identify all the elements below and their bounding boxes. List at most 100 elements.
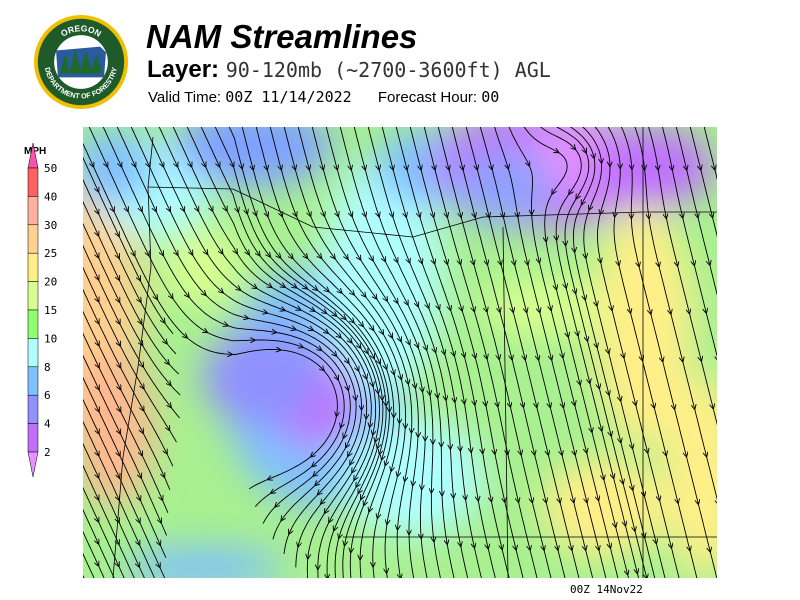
streamline [435,351,447,400]
streamline [83,244,99,280]
streamline [92,166,114,212]
streamline [139,279,165,322]
streamline [453,355,464,404]
streamline [328,291,363,326]
streamline [536,406,549,455]
streamline [325,127,337,169]
streamline [275,475,314,507]
streamline [598,500,611,548]
streamline [359,559,362,578]
streamline [517,216,528,265]
streamline [502,216,514,265]
streamline [597,213,601,262]
streamline [627,574,629,578]
streamline [373,358,386,405]
streamline [297,127,309,169]
streamline [119,477,140,523]
streamline [298,503,322,547]
streamline [317,568,319,578]
streamline [83,486,98,522]
streamline [337,215,360,260]
streamline [98,433,120,477]
streamline [582,127,602,163]
streamline [662,361,675,409]
streamline [600,166,611,214]
streamline [428,307,445,354]
legend-tick-label: 2 [44,446,51,459]
streamline [313,437,344,476]
streamline [255,215,280,257]
streamline [650,313,663,362]
streamline [648,127,658,170]
streamline [335,355,356,400]
streamline [464,403,472,453]
legend-tick-label: 20 [44,276,57,289]
streamline [531,502,544,550]
streamline [648,218,659,266]
streamline [98,455,120,500]
streamline [166,453,174,467]
streamline [83,464,99,500]
streamline [336,169,352,216]
streamline [148,166,170,212]
map-timestamp: 00Z 14Nov22 [570,583,643,596]
streamline [168,363,180,375]
page-title: NAM Streamlines [146,18,418,55]
streamline [353,322,380,363]
legend-swatch [27,309,39,339]
legend-tick-label: 15 [44,304,57,317]
streamline [490,501,502,549]
streamline [88,127,107,167]
streamline [116,127,135,167]
streamline [266,312,313,330]
streamline [565,287,578,336]
streamline [400,340,415,388]
streamline [351,216,373,260]
streamline [613,477,626,526]
streamline [130,127,149,167]
streamline [454,401,461,451]
streamline [365,216,386,261]
streamline [531,214,540,262]
streamline [555,289,568,337]
streamline [623,357,636,406]
streamline [281,484,316,520]
streamline [284,286,326,313]
streamline [608,394,621,443]
streamline [462,169,475,218]
streamline [431,443,433,493]
streamline [324,215,348,259]
streamline [382,333,401,379]
streamline [474,404,483,453]
streamline [140,477,161,523]
streamline [538,262,551,310]
streamline [255,127,267,170]
streamline [396,261,418,306]
streamline [611,309,624,358]
state-border [112,136,154,578]
streamline [315,446,347,485]
streamline [526,311,539,360]
streamline [127,210,149,255]
streamline [119,433,141,477]
streamline [601,430,614,479]
streamline [422,391,426,440]
streamline [657,169,666,218]
streamline [459,450,465,500]
streamline [643,495,656,544]
forecast-hour-value: 00 [481,88,500,106]
streamline [266,169,282,217]
streamline [312,329,349,363]
streamline [142,344,170,385]
streamline [347,258,377,299]
streamline [417,347,430,395]
streamline [620,127,632,169]
streamline [460,216,474,264]
streamline [156,298,187,338]
streamline [396,529,400,578]
streamline [119,345,144,389]
streamline [83,508,98,544]
streamline [83,398,99,433]
streamline [392,169,406,217]
streamline [321,464,351,503]
